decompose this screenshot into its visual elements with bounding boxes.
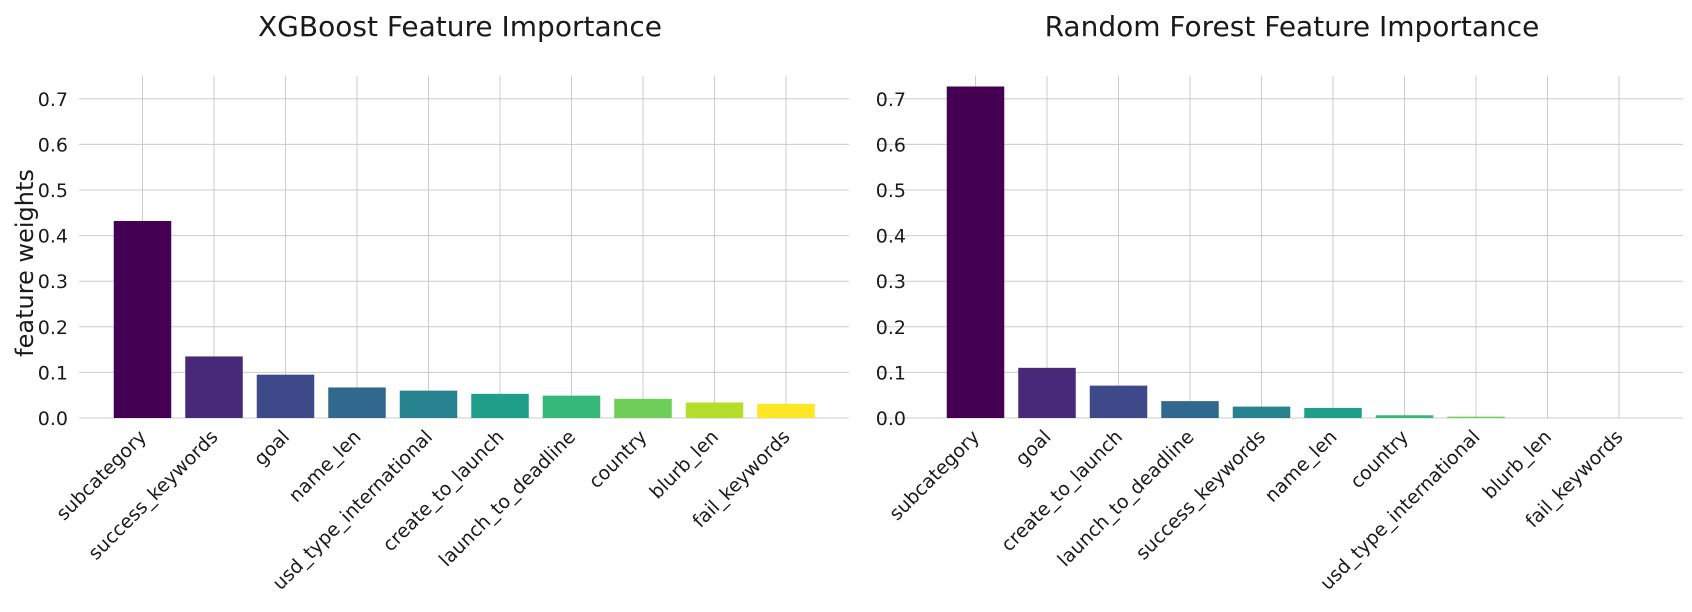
y-tick-label: 0.0 — [876, 408, 906, 430]
random-forest-chart: Random Forest Feature Importance 0.0 0.1 0… — [876, 10, 1683, 595]
y-tick-label: 0.2 — [876, 317, 906, 339]
y-tick-label: 0.3 — [876, 271, 906, 293]
y-tick-label: 0.1 — [38, 362, 68, 384]
x-tick-label: blurb_len — [1478, 426, 1556, 504]
bar-create-to-launch — [471, 393, 529, 418]
y-tick-label: 0.4 — [38, 226, 68, 248]
y-tick-label: 0.5 — [38, 180, 68, 202]
bar-blurb-len — [685, 402, 744, 418]
x-tick-label: blurb_len — [645, 426, 723, 504]
y-tick-label: 0.7 — [876, 89, 906, 111]
x-tick-label: country — [585, 426, 652, 493]
y-tick-label: 0.3 — [38, 271, 68, 293]
x-tick-label: create_to_launch — [379, 426, 509, 556]
y-tick-label: 0.7 — [38, 89, 68, 111]
x-tick-label: goal — [250, 426, 294, 470]
bar-goal — [256, 374, 315, 418]
y-tick-label: 0.1 — [876, 362, 906, 384]
bars — [946, 86, 1505, 418]
bar-launch-to-deadline — [542, 395, 601, 418]
bar-country — [614, 398, 672, 418]
y-tick-label: 0.6 — [38, 134, 68, 156]
bar-subcategory — [946, 86, 1005, 418]
x-tick-label: create_to_launch — [997, 426, 1127, 556]
y-tick-label: 0.0 — [38, 408, 68, 430]
bar-name-len — [328, 387, 386, 418]
bar-success-keywords — [1232, 406, 1291, 418]
bar-fail-keywords — [757, 403, 815, 418]
x-tick-label: success_keywords — [84, 426, 222, 564]
y-tick-label: 0.5 — [876, 180, 906, 202]
bar-usd-type-international — [399, 390, 458, 418]
bar-success-keywords — [185, 356, 243, 418]
x-tick-label: success_keywords — [1132, 426, 1270, 564]
bar-create-to-launch — [1089, 385, 1148, 418]
chart-title: Random Forest Feature Importance — [1045, 10, 1540, 43]
gridlines — [79, 76, 849, 419]
x-tick-label: goal — [1011, 426, 1055, 470]
x-tick-label: subcategory — [885, 426, 984, 525]
y-tick-label: 0.4 — [876, 226, 906, 248]
bar-name-len — [1304, 407, 1362, 418]
y-tick-label: 0.2 — [38, 317, 68, 339]
x-tick-label: launch_to_deadline — [435, 426, 580, 571]
bar-goal — [1018, 367, 1076, 418]
chart-title: XGBoost Feature Importance — [258, 10, 662, 43]
bar-launch-to-deadline — [1161, 401, 1219, 418]
x-tick-label: name_len — [1261, 426, 1342, 507]
bar-usd-type-international — [1447, 416, 1505, 418]
x-tick-label: launch_to_deadline — [1053, 426, 1198, 571]
y-axis-label: feature weights — [11, 169, 39, 357]
x-tick-label: country — [1346, 426, 1413, 493]
y-tick-label: 0.6 — [876, 134, 906, 156]
bar-subcategory — [113, 221, 172, 418]
xgboost-chart: XGBoost Feature Importance feature weigh… — [11, 10, 849, 595]
bars — [113, 221, 815, 418]
bar-country — [1375, 415, 1434, 418]
